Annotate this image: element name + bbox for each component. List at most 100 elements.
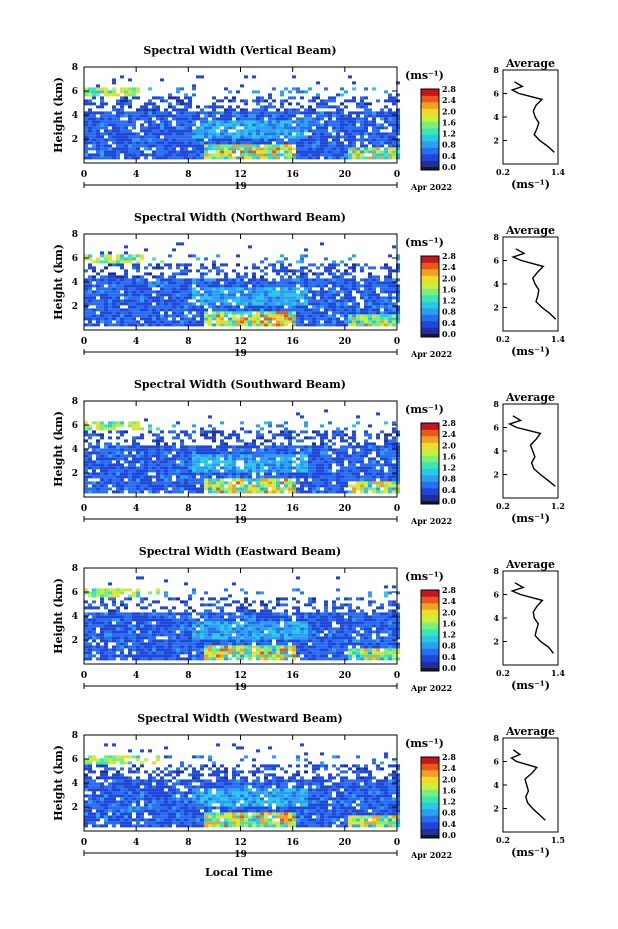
heatmap-cell [140, 478, 144, 482]
heatmap-cell [184, 657, 188, 661]
heatmap-cell [248, 290, 252, 294]
heatmap-cell [224, 96, 228, 100]
heatmap-cell [312, 111, 316, 115]
heatmap-cell [88, 603, 92, 607]
heatmap-cell [316, 481, 320, 485]
heatmap-cell [304, 150, 308, 154]
heatmap-cell [324, 466, 328, 470]
y-axis-label: Height (km) [52, 244, 65, 320]
heatmap-cell [288, 263, 292, 267]
heatmap-cell [108, 90, 112, 94]
heatmap-cell [136, 472, 140, 476]
heatmap-cell [320, 442, 324, 446]
heatmap-cell [132, 654, 136, 658]
heatmap-cell [388, 93, 392, 97]
heatmap-cell [332, 266, 336, 270]
heatmap-cell [212, 430, 216, 434]
heatmap-cell [228, 108, 232, 112]
heatmap-cell [184, 102, 188, 106]
heatmap-cell [276, 305, 280, 309]
heatmap-cell [336, 454, 340, 458]
heatmap-cell [364, 311, 368, 315]
heatmap-cell [92, 266, 96, 270]
heatmap-cell [212, 487, 216, 491]
heatmap-cell [320, 481, 324, 485]
heatmap-cell [172, 302, 176, 306]
heatmap-cell [244, 472, 248, 476]
heatmap-cell [284, 466, 288, 470]
heatmap-cell [92, 141, 96, 145]
heatmap-cell [108, 287, 112, 291]
heatmap-cell [256, 320, 260, 324]
heatmap-cell [320, 317, 324, 321]
heatmap-cell [292, 138, 296, 142]
heatmap-cell [84, 618, 88, 622]
heatmap-cell [276, 147, 280, 151]
heatmap-cell [208, 445, 212, 449]
heatmap-cell [280, 123, 284, 127]
heatmap-cell [192, 645, 196, 649]
heatmap-cell [264, 469, 268, 473]
heatmap-cell [148, 591, 152, 595]
heatmap-cell [108, 281, 112, 285]
heatmap-cell [300, 257, 304, 261]
heatmap-cell [340, 451, 344, 455]
heatmap-cell [156, 132, 160, 136]
heatmap-cell [132, 299, 136, 303]
heatmap-cell [212, 135, 216, 139]
heatmap-cell [156, 111, 160, 115]
heatmap-cell [152, 609, 156, 613]
heatmap-cell [192, 657, 196, 661]
heatmap-cell [332, 135, 336, 139]
heatmap-cell [152, 144, 156, 148]
heatmap-cell [284, 299, 288, 303]
heatmap-cell [220, 150, 224, 154]
heatmap-cell [100, 296, 104, 300]
heatmap-cell [236, 445, 240, 449]
heatmap-cell [176, 451, 180, 455]
heatmap-cell [292, 299, 296, 303]
heatmap-cell [320, 242, 324, 246]
heatmap-cell [128, 454, 132, 458]
heatmap-cell [284, 308, 288, 312]
heatmap-cell [372, 314, 376, 318]
heatmap-cell [84, 281, 88, 285]
x-tick-label: 16 [286, 504, 299, 514]
heatmap-cell [188, 472, 192, 476]
x-tick-label: 12 [234, 504, 247, 514]
heatmap-cell [144, 475, 148, 479]
heatmap-cell [284, 475, 288, 479]
heatmap-cell [236, 111, 240, 115]
heatmap-cell [88, 114, 92, 118]
colorbar-tick-label: 1.6 [442, 284, 456, 294]
heatmap-cell [316, 460, 320, 464]
heatmap-cell [268, 314, 272, 318]
heatmap-cell [184, 618, 188, 622]
heatmap-cell [304, 272, 308, 276]
heatmap-cell [268, 263, 272, 267]
heatmap-cell [136, 260, 140, 264]
heatmap-cell [248, 448, 252, 452]
heatmap-cell [144, 272, 148, 276]
heatmap-cell [284, 436, 288, 440]
heatmap-cell [188, 144, 192, 148]
heatmap-cell [184, 111, 188, 115]
heatmap-cell [176, 457, 180, 461]
heatmap-cell [164, 320, 168, 324]
heatmap-cell [388, 120, 392, 124]
heatmap-cell [364, 439, 368, 443]
heatmap-cell [384, 153, 388, 157]
heatmap-cell [348, 317, 352, 321]
heatmap-cell [220, 481, 224, 485]
heatmap-cell [152, 636, 156, 640]
heatmap-cell [184, 302, 188, 306]
heatmap-cell [356, 466, 360, 470]
heatmap-cell [328, 114, 332, 118]
heatmap-cell [108, 442, 112, 446]
heatmap-cell [164, 290, 168, 294]
heatmap-cell [352, 466, 356, 470]
heatmap-cell [216, 314, 220, 318]
heatmap-cell [260, 290, 264, 294]
heatmap-cell [152, 600, 156, 604]
heatmap-cell [84, 120, 88, 124]
